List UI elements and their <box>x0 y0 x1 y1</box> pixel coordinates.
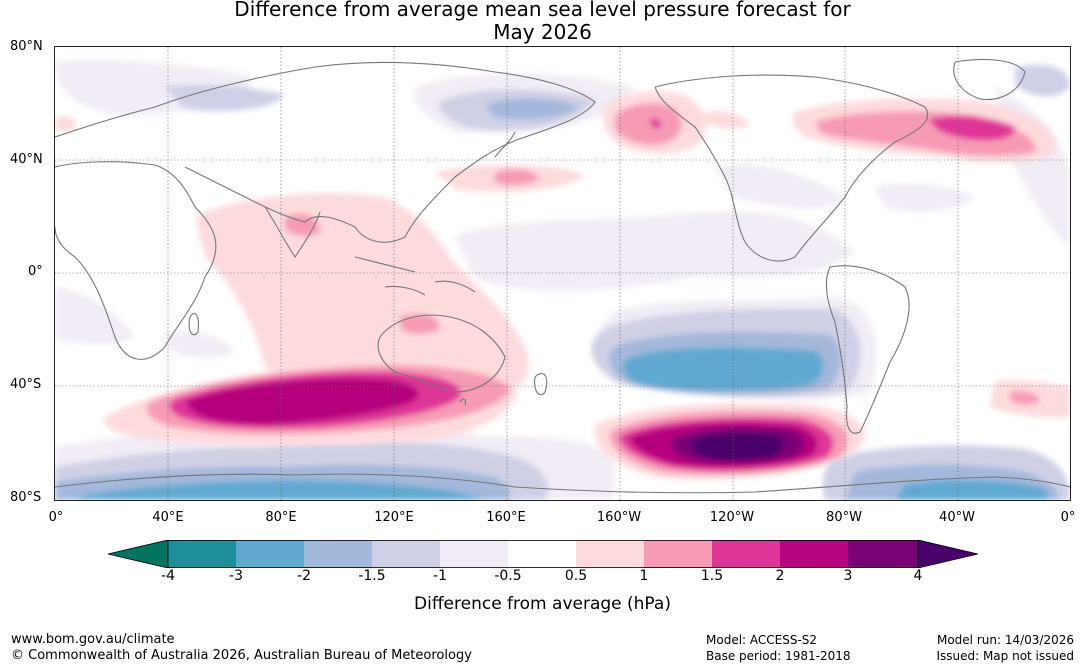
pressure-anomaly-map[interactable] <box>54 46 1071 501</box>
lon-label-80e: 80°E <box>265 510 297 525</box>
footer-issued: Issued: Map not issued <box>936 649 1074 663</box>
colorbar-extend-low <box>108 540 169 568</box>
colorbar-extend-high <box>917 540 978 568</box>
colorbar-tick: 1 <box>639 568 649 584</box>
footer-base-period: Base period: 1981-2018 <box>706 649 851 663</box>
colorbar-bin-1 <box>168 540 236 568</box>
lon-label-120e: 120°E <box>374 510 414 525</box>
colorbar-tick: 3 <box>843 568 853 584</box>
colorbar-bin-8 <box>644 540 712 568</box>
colorbar-bin-6 <box>508 540 576 568</box>
footer-url[interactable]: www.bom.gov.au/climate <box>11 632 175 647</box>
colorbar-tick: -4 <box>161 568 175 584</box>
lat-label-equator: 0° <box>28 264 43 279</box>
colorbar-bin-10 <box>780 540 848 568</box>
lon-label-80w: 80°W <box>826 510 862 525</box>
lon-label-40w: 40°W <box>939 510 975 525</box>
colorbar-bin-2 <box>236 540 304 568</box>
lon-label-0-right: 0° <box>1060 510 1076 525</box>
coastlines <box>55 58 1070 494</box>
colorbar-tick: -3 <box>229 568 243 584</box>
lon-label-0-left: 0° <box>48 510 64 525</box>
colorbar-tick: -1 <box>433 568 447 584</box>
footer-copyright: © Commonwealth of Australia 2026, Austra… <box>11 648 472 663</box>
map-title-line2: May 2026 <box>493 20 592 44</box>
colorbar-tick: 0.5 <box>564 568 588 584</box>
colorbar-tick: -2 <box>297 568 311 584</box>
colorbar-bin-11 <box>848 540 918 568</box>
colorbar-tick: -0.5 <box>494 568 522 584</box>
positive-anomaly-layer <box>55 91 1070 480</box>
colorbar <box>108 540 978 568</box>
colorbar-bin-5 <box>440 540 508 568</box>
footer-model-run: Model run: 14/03/2026 <box>936 633 1074 647</box>
lon-label-160e: 160°E <box>486 510 526 525</box>
colorbar-tick: -1.5 <box>358 568 386 584</box>
lon-label-40e: 40°E <box>152 510 184 525</box>
map-title-line1: Difference from average mean sea level p… <box>234 0 851 21</box>
colorbar-bin-3 <box>304 540 372 568</box>
negative-anomaly-layer <box>55 60 1070 500</box>
map-title: Difference from average mean sea level p… <box>0 0 1085 44</box>
lon-label-120w: 120°W <box>709 510 755 525</box>
colorbar-label: Difference from average (hPa) <box>414 594 671 614</box>
colorbar-bin-4 <box>372 540 440 568</box>
colorbar-tick: 1.5 <box>700 568 724 584</box>
colorbar-tick: 4 <box>913 568 923 584</box>
lat-label-40s: 40°S <box>10 377 42 392</box>
lat-label-80n: 80°N <box>10 39 43 54</box>
graticule <box>55 47 1070 500</box>
lat-label-80s: 80°S <box>10 490 42 505</box>
map-canvas <box>55 47 1070 500</box>
colorbar-bin-7 <box>576 540 644 568</box>
lat-label-40n: 40°N <box>10 152 43 167</box>
footer-model: Model: ACCESS-S2 <box>706 633 818 647</box>
colorbar-bin-9 <box>712 540 780 568</box>
lon-label-160w: 160°W <box>596 510 642 525</box>
colorbar-tick: 2 <box>775 568 785 584</box>
